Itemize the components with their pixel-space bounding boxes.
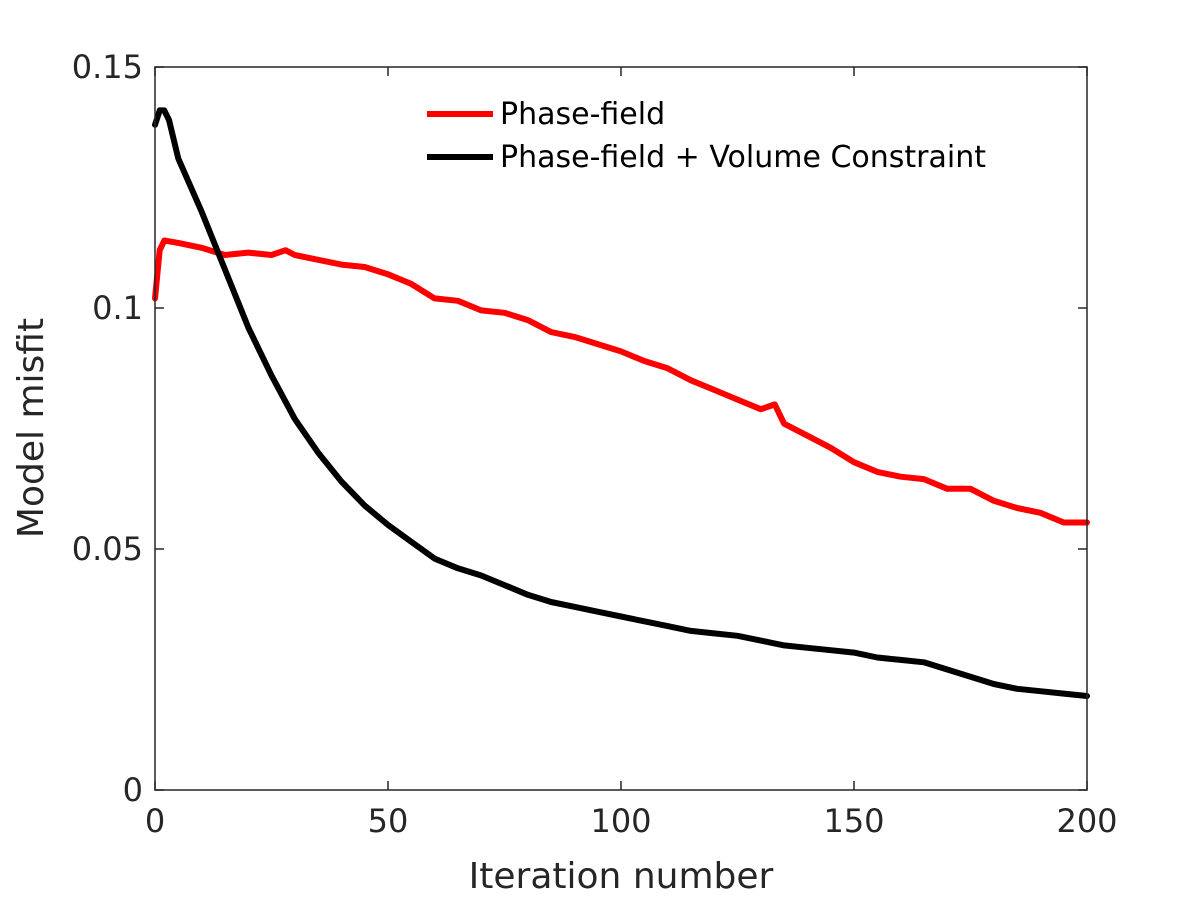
x-tick-label: 150	[823, 802, 884, 840]
legend-label-2: Phase-field + Volume Constraint	[500, 140, 986, 175]
y-tick-label: 0.05	[72, 530, 143, 568]
series-layer	[152, 107, 1090, 699]
y-tick-label: 0	[123, 771, 143, 809]
series-line-1	[152, 237, 1090, 526]
legend-label-1: Phase-field	[500, 97, 665, 132]
y-tick-label: 0.1	[92, 289, 143, 327]
x-tick-label: 200	[1056, 802, 1117, 840]
y-tick-label: 0.15	[72, 48, 143, 86]
x-tick-label: 50	[368, 802, 409, 840]
x-axis-label: Iteration number	[469, 856, 774, 897]
x-tick-label: 100	[590, 802, 651, 840]
y-axis-label: Model misfit	[11, 318, 52, 538]
plot-area	[155, 67, 1087, 790]
x-tick-label: 0	[145, 802, 165, 840]
legend: Phase-field Phase-field + Volume Constrai…	[427, 97, 986, 175]
ticks-layer: 0 50 100 150 200 0 0.05 0.1 0.15	[72, 48, 1118, 840]
series-line-2	[152, 107, 1090, 699]
